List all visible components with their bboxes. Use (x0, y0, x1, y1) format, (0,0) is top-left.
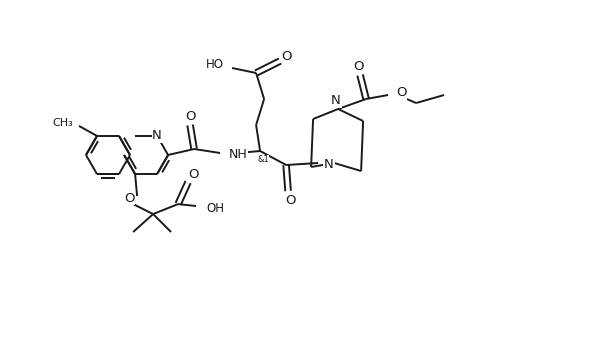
Text: O: O (188, 168, 198, 181)
Text: N: N (152, 130, 162, 142)
Text: CH₃: CH₃ (52, 118, 73, 128)
Text: NH: NH (229, 148, 248, 160)
Text: HO: HO (206, 58, 224, 71)
Text: O: O (353, 59, 364, 72)
Text: O: O (185, 109, 195, 122)
Text: N: N (324, 158, 334, 171)
Text: OH: OH (206, 202, 224, 215)
Text: &1: &1 (257, 155, 269, 165)
Text: O: O (281, 50, 291, 63)
Text: O: O (396, 86, 407, 100)
Text: O: O (124, 191, 134, 205)
Text: N: N (331, 95, 341, 107)
Text: O: O (285, 193, 295, 206)
